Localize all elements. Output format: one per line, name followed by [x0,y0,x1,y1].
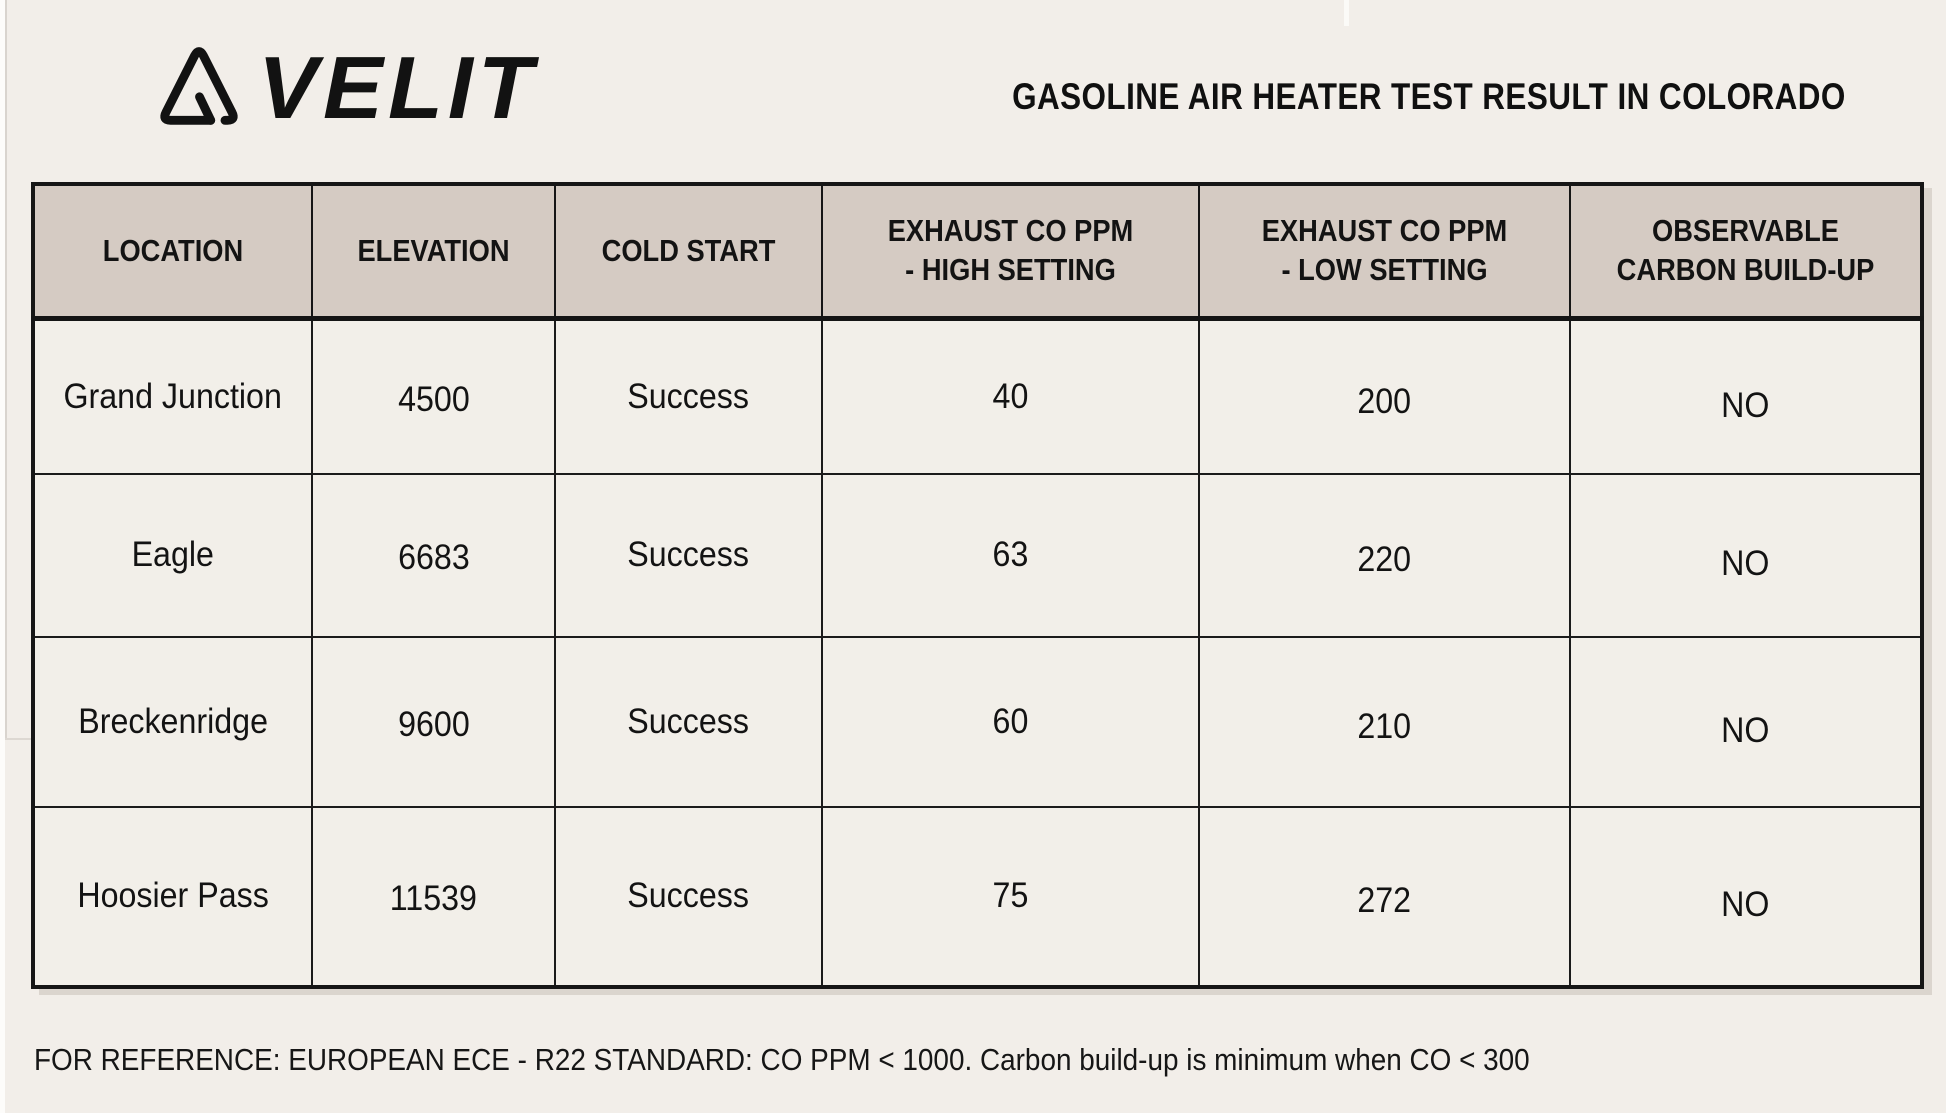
co-high-value: 75 [992,876,1029,915]
column-header-label: COLD START [601,232,776,268]
column-header-label: EXHAUST CO PPM [1261,213,1508,249]
cell-cold-start: Success [554,805,823,988]
test-results-table: LOCATION ELEVATION COLD START EXHAUST CO… [31,182,1924,989]
velit-triangle-logo-icon [160,47,238,125]
carbon-buildup-value: NO [1721,710,1770,750]
location-value: Hoosier Pass [77,876,269,915]
carbon-buildup-value: NO [1721,385,1770,425]
cold-start-value: Success [627,701,750,741]
co-low-value: 210 [1357,706,1412,746]
column-header-carbon-buildup: OBSERVABLE CARBON BUILD-UP [1569,183,1923,321]
cell-location: Hoosier Pass [32,805,313,988]
co-high-value: 63 [992,535,1029,574]
column-header-elevation: ELEVATION [311,183,556,321]
table-row-hoosier-pass: Hoosier Pass 11539 Success 75 272 NO [32,805,1923,988]
column-header-exhaust-low: EXHAUST CO PPM - LOW SETTING [1198,183,1571,321]
column-header-label-line2: - LOW SETTING [1281,252,1488,287]
cell-cold-start: Success [554,472,823,638]
cell-elevation: 6683 [311,472,556,638]
cell-co-low: 210 [1198,635,1571,808]
elevation-value: 9600 [397,704,470,744]
location-value: Eagle [131,535,215,574]
cell-co-high: 60 [821,635,1200,808]
location-value: Breckenridge [78,701,268,741]
column-header-label: EXHAUST CO PPM [887,213,1134,249]
page-edge-strip [0,0,5,1113]
carbon-buildup-value: NO [1721,544,1770,583]
cell-cold-start: Success [554,317,823,475]
cell-carbon-buildup: NO [1569,317,1923,475]
column-header-location: LOCATION [32,183,313,321]
column-header-cold-start: COLD START [554,183,823,321]
column-header-label: ELEVATION [357,232,510,268]
co-low-value: 220 [1357,540,1412,579]
cell-elevation: 9600 [311,635,556,808]
page-top-artifact [1344,0,1349,26]
table-row-breckenridge: Breckenridge 9600 Success 60 210 NO [32,635,1923,808]
cell-co-high: 40 [821,317,1200,475]
cell-location: Breckenridge [32,635,313,808]
co-high-value: 40 [992,376,1029,416]
table-header-row: LOCATION ELEVATION COLD START EXHAUST CO… [32,183,1923,321]
cell-carbon-buildup: NO [1569,472,1923,638]
co-low-value: 200 [1357,381,1412,421]
cell-co-low: 200 [1198,317,1571,475]
cell-carbon-buildup: NO [1569,635,1923,808]
carbon-buildup-value: NO [1721,885,1770,924]
page-title: GASOLINE AIR HEATER TEST RESULT IN COLOR… [1012,76,1846,117]
location-value: Grand Junction [63,376,283,416]
cell-location: Eagle [32,472,313,638]
cell-co-high: 75 [821,805,1200,988]
table-row-grand-junction: Grand Junction 4500 Success 40 200 NO [32,317,1923,475]
column-header-label-line2: - HIGH SETTING [905,252,1116,287]
co-low-value: 272 [1357,881,1412,920]
cell-carbon-buildup: NO [1569,805,1923,988]
co-high-value: 60 [992,701,1029,741]
elevation-value: 6683 [397,538,470,577]
elevation-value: 4500 [397,379,470,419]
column-header-label: LOCATION [102,232,244,268]
cold-start-value: Success [627,876,750,915]
elevation-value: 11539 [389,879,478,918]
cell-co-low: 272 [1198,805,1571,988]
column-header-label-line2: CARBON BUILD-UP [1616,252,1875,287]
cell-co-low: 220 [1198,472,1571,638]
table-row-eagle: Eagle 6683 Success 63 220 NO [32,472,1923,638]
cold-start-value: Success [627,376,750,416]
reference-note: FOR REFERENCE: EUROPEAN ECE - R22 STANDA… [34,1042,1530,1077]
page-edge-line [5,0,7,740]
cell-location: Grand Junction [32,317,313,475]
cell-elevation: 4500 [311,317,556,475]
cell-cold-start: Success [554,635,823,808]
column-header-label: OBSERVABLE [1652,213,1839,249]
column-header-exhaust-high: EXHAUST CO PPM - HIGH SETTING [821,183,1200,321]
cell-co-high: 63 [821,472,1200,638]
cell-elevation: 11539 [311,805,556,988]
brand-logo-text: VELIT [258,38,538,137]
cold-start-value: Success [627,535,750,574]
